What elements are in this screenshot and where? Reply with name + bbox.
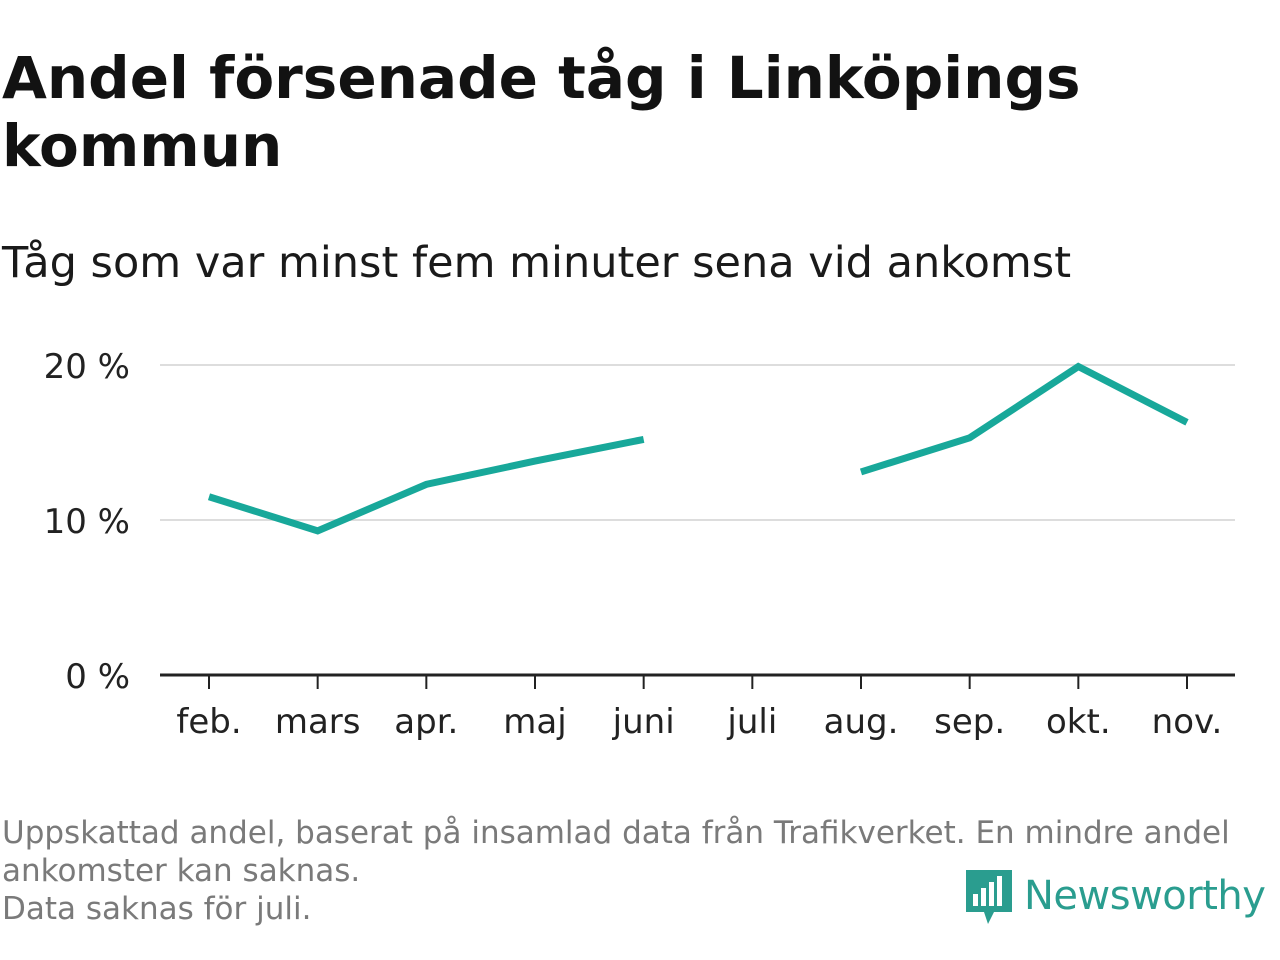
x-tick-label: okt. xyxy=(1046,702,1111,742)
x-tick-label: nov. xyxy=(1152,702,1223,742)
x-tick-label: apr. xyxy=(394,702,458,742)
x-tick-label: juni xyxy=(612,702,675,742)
line-chart: 0 % 10 % 20 % feb. mars apr. maj juni juli aug. s… xyxy=(44,347,1235,742)
brand-logo: Newsworthy xyxy=(964,864,1266,928)
newsworthy-logo-icon xyxy=(966,870,1012,924)
gridlines xyxy=(160,364,1235,521)
footnote: Uppskattad andel, baserat på insamlad da… xyxy=(2,814,1267,928)
chart-title: Andel försenade tåg i Linköpings kommun xyxy=(2,44,1081,180)
x-tick-label: feb. xyxy=(176,702,241,742)
footnote-missing-data: Data saknas för juli. xyxy=(2,891,312,927)
chart-subtitle: Tåg som var minst fem minuter sena vid a… xyxy=(2,238,1072,288)
y-tick-label: 0 % xyxy=(65,657,130,697)
x-tick-label: maj xyxy=(503,702,566,742)
x-tick-label: aug. xyxy=(824,702,899,742)
brand-name: Newsworthy xyxy=(1024,873,1266,919)
series-line-segment xyxy=(207,435,645,535)
series-lines xyxy=(207,362,1189,535)
x-tick-label: sep. xyxy=(934,702,1005,742)
x-axis-ticks: feb. mars apr. maj juni juli aug. sep. okt. nov. xyxy=(176,675,1222,742)
series-line-segment xyxy=(859,362,1189,476)
x-tick-label: juli xyxy=(726,702,777,742)
x-tick-label: mars xyxy=(275,702,361,742)
y-tick-label: 10 % xyxy=(44,502,130,542)
y-axis-ticks: 0 % 10 % 20 % xyxy=(44,347,130,697)
footnote-source: Uppskattad andel, baserat på insamlad da… xyxy=(2,815,1230,889)
y-tick-label: 20 % xyxy=(44,347,130,387)
